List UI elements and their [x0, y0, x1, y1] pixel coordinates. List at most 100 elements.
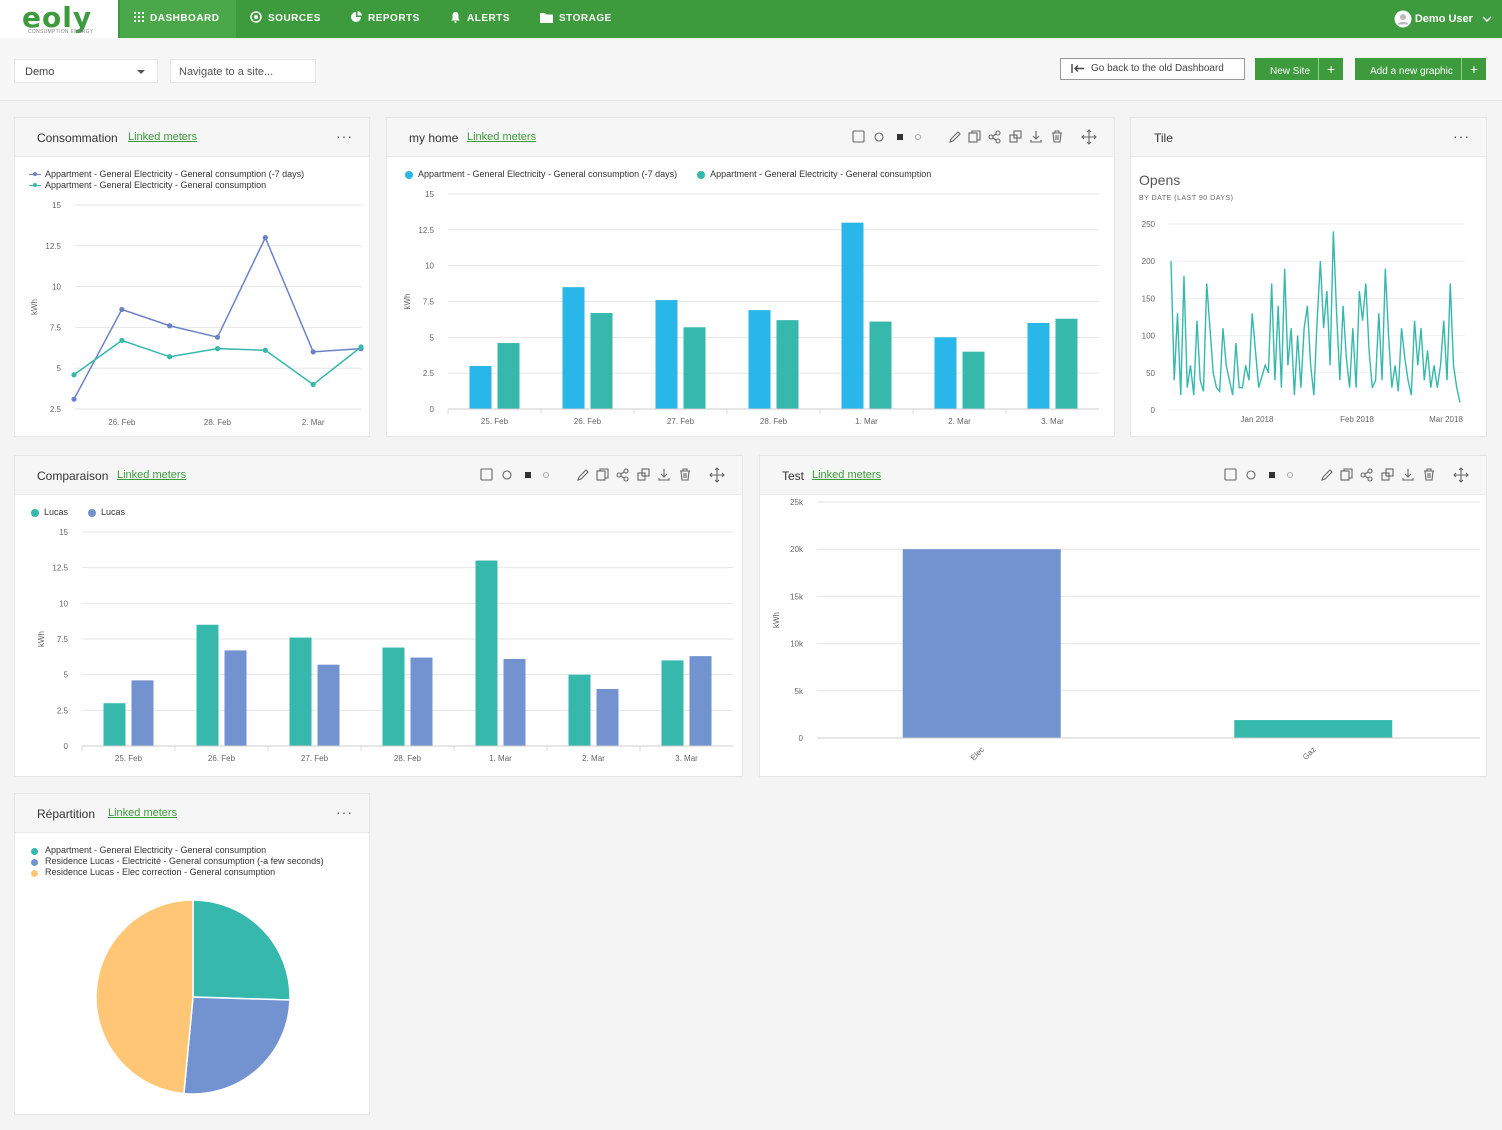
pencil-icon[interactable]: [949, 131, 961, 143]
filled-square-icon[interactable]: [897, 134, 903, 140]
site-select[interactable]: Demo: [14, 59, 158, 83]
bar: [131, 680, 154, 746]
nav-alerts[interactable]: ALERTS: [450, 0, 510, 38]
circle-icon[interactable]: [502, 470, 512, 480]
bar: [590, 312, 613, 409]
linked-meters-link[interactable]: Linked meters: [467, 131, 537, 143]
linked-meters-link[interactable]: Linked meters: [812, 469, 882, 481]
move-icon[interactable]: [709, 467, 725, 483]
download-icon[interactable]: [1030, 131, 1042, 143]
share-icon[interactable]: [616, 468, 629, 482]
move-icon[interactable]: [1081, 129, 1097, 145]
move-icon[interactable]: [1453, 467, 1469, 483]
filled-square-icon[interactable]: [1269, 472, 1275, 478]
filled-square-icon[interactable]: [525, 472, 531, 478]
card-test: Test Linked meters 0 5k 10k 15k 20k 25k kWh Ele…: [759, 455, 1487, 777]
tile-metric-title: Opens: [1139, 172, 1181, 188]
plus-icon: +: [1460, 58, 1486, 80]
trash-icon[interactable]: [1052, 130, 1062, 143]
new-site-label: New Site: [1270, 66, 1311, 77]
nav-sources[interactable]: SOURCES: [250, 0, 321, 38]
linked-meters-link[interactable]: Linked meters: [117, 469, 187, 481]
more-options-icon[interactable]: ···: [336, 804, 353, 820]
square-icon[interactable]: [1224, 468, 1237, 481]
download-icon[interactable]: [658, 469, 670, 481]
download-icon[interactable]: [1402, 469, 1414, 481]
new-site-button[interactable]: New Site +: [1255, 58, 1344, 80]
user-menu[interactable]: Demo User: [1394, 0, 1492, 38]
y-axis-label: kWh: [772, 612, 781, 628]
data-point: [214, 346, 221, 352]
legend-item[interactable]: Appartment - General Electricity - Gener…: [29, 845, 324, 856]
navigate-site-input[interactable]: Navigate to a site...: [170, 59, 316, 83]
legend-item[interactable]: Residence Lucas - Elec correction - Gene…: [29, 867, 324, 878]
bar: [503, 658, 526, 746]
card-header: my home Linked meters: [387, 118, 1114, 157]
pencil-icon[interactable]: [577, 469, 589, 481]
y-tick-label: 100: [1142, 332, 1156, 341]
bar: [748, 310, 771, 409]
more-options-icon[interactable]: ···: [336, 128, 353, 144]
small-circle-icon[interactable]: [543, 472, 549, 478]
copy-icon[interactable]: [1340, 468, 1353, 481]
y-tick-label: 10k: [790, 640, 804, 649]
brand-logo[interactable]: eoly CONSUMPTION ENERGY: [0, 0, 118, 38]
nav-reports[interactable]: REPORTS: [350, 0, 420, 38]
duplicate-icon[interactable]: [1009, 130, 1022, 143]
add-graphic-button[interactable]: Add a new graphic +: [1355, 58, 1487, 80]
pencil-icon[interactable]: [1321, 469, 1333, 481]
y-tick-label: 5: [57, 364, 62, 373]
nav-storage[interactable]: STORAGE: [540, 0, 612, 38]
card-repartition: Répartition Linked meters ··· Appartment…: [14, 793, 370, 1115]
linked-meters-link[interactable]: Linked meters: [108, 807, 178, 819]
y-tick-label: 0: [430, 405, 435, 414]
x-tick-label: 3. Mar: [675, 754, 698, 763]
circle-icon[interactable]: [874, 132, 884, 142]
caret-down-icon: [137, 70, 145, 74]
legend-item[interactable]: Appartment - General Electricity - Gener…: [403, 169, 677, 179]
small-circle-icon[interactable]: [915, 134, 921, 140]
sign-in-icon: [1071, 64, 1084, 73]
y-tick-label: 5: [430, 333, 435, 342]
more-options-icon[interactable]: ···: [1453, 128, 1470, 144]
y-tick-label: 7.5: [57, 635, 69, 644]
x-tick-label: 1. Mar: [489, 754, 512, 763]
duplicate-icon[interactable]: [637, 468, 650, 481]
chart-legend: Appartment - General Electricity - Gener…: [29, 169, 304, 191]
site-select-value: Demo: [25, 66, 55, 78]
legend-item[interactable]: Lucas: [29, 507, 68, 517]
old-dashboard-button[interactable]: Go back to the old Dashboard: [1060, 58, 1245, 80]
x-tick-label: Jan 2018: [1241, 415, 1274, 424]
square-icon[interactable]: [852, 130, 865, 143]
legend-item[interactable]: Lucas: [86, 507, 125, 517]
repartition-pie-chart: [95, 899, 291, 1095]
legend-item[interactable]: Residence Lucas - Electricité - General …: [29, 856, 324, 867]
legend-item[interactable]: Appartment - General Electricity - Gener…: [695, 169, 931, 179]
square-icon[interactable]: [480, 468, 493, 481]
y-axis-label: kWh: [30, 299, 39, 315]
linked-meters-link[interactable]: Linked meters: [128, 131, 198, 143]
legend-item[interactable]: Appartment - General Electricity - Gener…: [29, 169, 304, 180]
bar: [683, 327, 706, 409]
share-icon[interactable]: [1360, 468, 1373, 482]
y-axis-label: kWh: [403, 294, 412, 310]
y-tick-label: 15k: [790, 592, 804, 601]
data-point: [119, 337, 125, 344]
copy-icon[interactable]: [968, 130, 981, 143]
card-title: my home: [409, 131, 459, 145]
circle-icon[interactable]: [1246, 470, 1256, 480]
copy-icon[interactable]: [596, 468, 609, 481]
card-tile: Tile ··· Opens BY DATE (LAST 90 DAYS) 0 5…: [1130, 117, 1487, 437]
legend-swatch: [31, 509, 39, 517]
y-tick-label: 2.5: [50, 405, 62, 414]
duplicate-icon[interactable]: [1381, 468, 1394, 481]
chart-legend: Lucas Lucas: [29, 507, 143, 517]
trash-icon[interactable]: [680, 468, 690, 481]
nav-dashboard[interactable]: DASHBOARD: [120, 0, 236, 38]
trash-icon[interactable]: [1424, 468, 1434, 481]
legend-label: Appartment - General Electricity - Gener…: [45, 169, 305, 179]
data-point: [167, 354, 173, 360]
share-icon[interactable]: [988, 130, 1001, 144]
legend-item[interactable]: Appartment - General Electricity - Gener…: [29, 180, 304, 191]
small-circle-icon[interactable]: [1287, 472, 1293, 478]
